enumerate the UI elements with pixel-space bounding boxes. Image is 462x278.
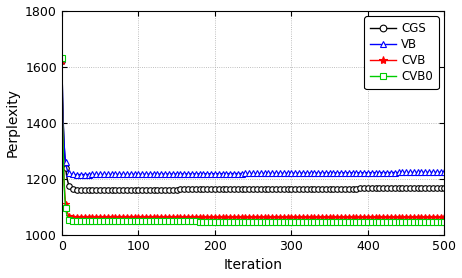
Legend: CGS, VB, CVB, CVB0: CGS, VB, CVB, CVB0 xyxy=(365,16,438,89)
CGS xyxy=(199,188,205,191)
CVB xyxy=(59,59,65,63)
CVB0 xyxy=(305,220,311,224)
Line: VB: VB xyxy=(59,56,447,177)
CVB0 xyxy=(170,220,176,223)
Y-axis label: Perplexity: Perplexity xyxy=(6,88,19,157)
CVB0 xyxy=(59,57,65,60)
CGS xyxy=(442,186,447,190)
CGS xyxy=(59,59,65,63)
CGS xyxy=(311,187,316,190)
CVB0 xyxy=(154,220,159,223)
CGS xyxy=(306,187,312,190)
CVB xyxy=(198,215,204,219)
CVB xyxy=(376,215,382,219)
VB xyxy=(442,170,447,174)
CVB xyxy=(170,215,176,219)
VB xyxy=(377,171,382,174)
VB xyxy=(306,172,312,175)
CGS xyxy=(155,188,160,191)
CVB xyxy=(310,215,316,219)
CVB0 xyxy=(442,221,447,224)
CVB xyxy=(305,215,311,219)
CVB xyxy=(442,215,447,219)
VB xyxy=(199,172,205,175)
VB xyxy=(311,171,316,175)
VB xyxy=(155,172,160,176)
CGS xyxy=(377,187,382,190)
CVB xyxy=(154,215,159,219)
CGS xyxy=(171,188,176,191)
X-axis label: Iteration: Iteration xyxy=(224,259,283,272)
VB xyxy=(59,57,65,60)
CVB0 xyxy=(198,220,204,223)
Line: CVB0: CVB0 xyxy=(59,56,447,225)
VB xyxy=(171,172,176,176)
CVB0 xyxy=(310,220,316,224)
Line: CVB: CVB xyxy=(58,58,448,221)
VB xyxy=(75,173,81,176)
CVB0 xyxy=(376,220,382,224)
Line: CGS: CGS xyxy=(59,58,447,193)
CGS xyxy=(80,188,85,192)
